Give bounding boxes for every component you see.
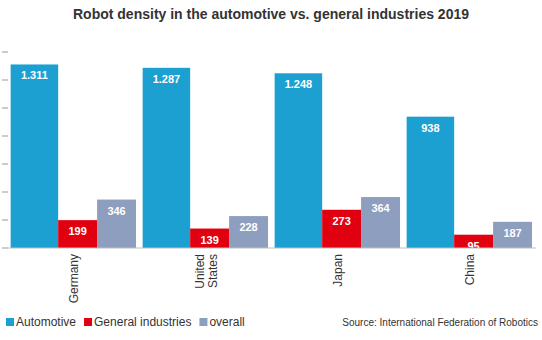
data-label: 95 <box>468 240 480 252</box>
bar <box>322 210 361 248</box>
data-label: 1.248 <box>285 78 313 90</box>
y-tick <box>2 164 8 165</box>
data-label: 1.287 <box>153 73 181 85</box>
bar <box>229 216 268 248</box>
data-label: 938 <box>421 122 439 134</box>
chart-svg: Robot density in the automotive vs. gene… <box>0 0 542 340</box>
data-label: 139 <box>200 234 218 246</box>
legend-swatch <box>6 318 14 326</box>
bars <box>11 64 532 248</box>
y-tick <box>2 220 8 221</box>
data-label: 199 <box>68 225 86 237</box>
legend-label: Automotive <box>16 315 76 329</box>
y-tick <box>2 136 8 137</box>
title: Robot density in the automotive vs. gene… <box>73 6 469 22</box>
legend-label: overall <box>209 315 244 329</box>
y-tick <box>2 192 8 193</box>
y-tick <box>2 80 8 81</box>
data-labels: 1.311 199 346 1.287 139 228 1.248 273 364 938 95 18… <box>21 69 522 251</box>
data-label: 364 <box>371 202 390 214</box>
bar <box>407 117 455 248</box>
category-label: Japan <box>331 254 345 287</box>
bar <box>97 200 136 248</box>
data-label: 273 <box>332 215 350 227</box>
x-axis <box>8 248 536 249</box>
category-label: China <box>463 254 477 286</box>
y-tick <box>2 108 8 109</box>
data-label: 187 <box>503 227 521 239</box>
y-tick <box>2 248 8 249</box>
category-label: UnitedStates <box>193 254 220 289</box>
bar <box>11 64 59 248</box>
bar <box>361 197 400 248</box>
category-label: Germany <box>67 254 81 303</box>
bar <box>190 229 229 248</box>
legend-swatch <box>84 318 92 326</box>
data-label: 228 <box>239 221 257 233</box>
bar <box>493 222 532 248</box>
legend-label: General industries <box>94 315 191 329</box>
bar <box>275 73 323 248</box>
y-tick <box>2 52 8 53</box>
chart-root: Robot density in the automotive vs. gene… <box>0 0 542 340</box>
legend-swatch <box>199 318 207 326</box>
data-label: 1.311 <box>21 69 48 81</box>
source-note: Source: International Federation of Robo… <box>342 317 538 328</box>
data-label: 346 <box>107 205 125 217</box>
bar <box>143 68 191 248</box>
bar <box>58 220 97 248</box>
